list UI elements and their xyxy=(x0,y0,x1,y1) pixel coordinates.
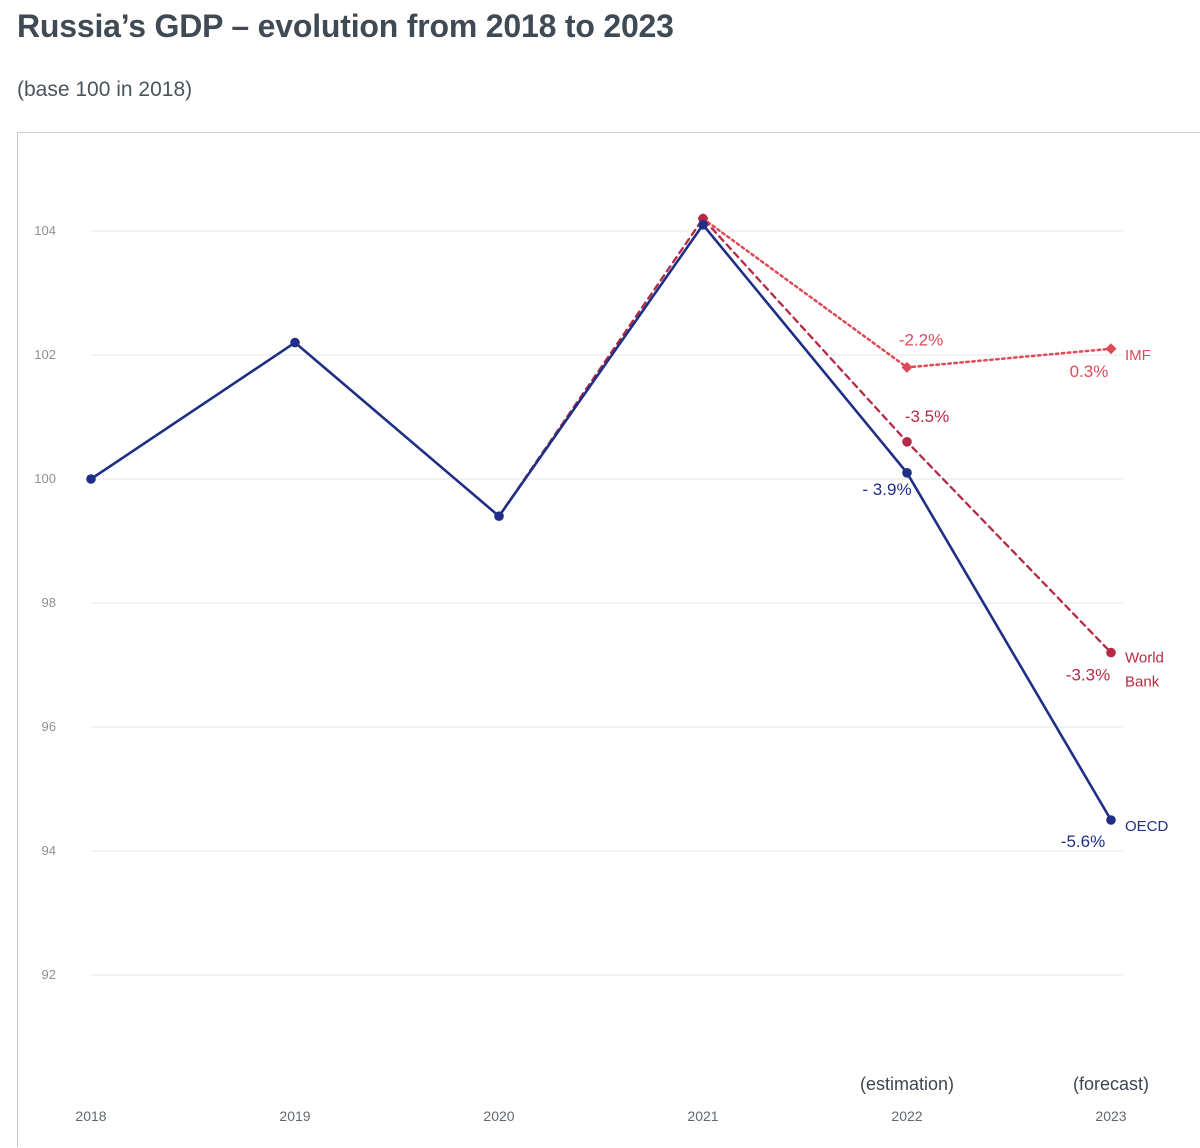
x-tick-label: 2021 xyxy=(687,1108,718,1124)
oecd-point xyxy=(1106,815,1116,825)
world-bank-value-label: -3.5% xyxy=(905,407,949,426)
y-tick-label: 100 xyxy=(34,471,56,486)
oecd-value-label: - 3.9% xyxy=(862,480,911,499)
x-tick-label: 2022 xyxy=(891,1108,922,1124)
chart-subtitle: (base 100 in 2018) xyxy=(17,78,193,101)
oecd-point xyxy=(290,337,300,348)
oecd-point xyxy=(86,474,96,484)
x-category-note: (forecast) xyxy=(1073,1074,1149,1094)
imf-series-label: IMF xyxy=(1125,347,1151,364)
y-tick-label: 92 xyxy=(42,967,56,982)
world-bank-value-label: -3.3% xyxy=(1066,666,1110,685)
oecd-value-label: -5.6% xyxy=(1061,832,1105,851)
x-tick-label: 2020 xyxy=(483,1108,514,1124)
gdp-line-chart: 92 94 96 98 100 102 104 2018 2019 2020 2021 2022 (es… xyxy=(34,213,1169,1124)
imf-point xyxy=(1105,343,1117,355)
oecd-point xyxy=(698,220,708,230)
y-tick-label: 104 xyxy=(34,223,56,238)
world-bank-point xyxy=(1106,647,1116,658)
x-tick-label: 2019 xyxy=(279,1108,310,1124)
imf-value-label: -2.2% xyxy=(899,330,943,349)
x-tick-label: 2018 xyxy=(75,1108,106,1124)
world-bank-point xyxy=(902,437,912,447)
world-bank-line xyxy=(497,217,1113,654)
y-tick-label: 98 xyxy=(42,595,56,610)
x-category-note: (estimation) xyxy=(860,1074,954,1094)
oecd-point xyxy=(902,468,912,478)
chart-title: Russia’s GDP – evolution from 2018 to 20… xyxy=(17,8,674,44)
chart-area: 92 94 96 98 100 102 104 2018 2019 2020 2021 2022 (es… xyxy=(17,132,1200,1147)
y-tick-label: 102 xyxy=(34,347,56,362)
world-bank-series-label: World xyxy=(1125,650,1164,667)
oecd-point xyxy=(494,511,504,521)
imf-point xyxy=(901,361,913,373)
oecd-line xyxy=(89,223,1113,822)
oecd-series-label: OECD xyxy=(1125,818,1169,835)
y-tick-label: 94 xyxy=(42,843,56,858)
world-bank-series-label: Bank xyxy=(1125,674,1160,691)
y-tick-label: 96 xyxy=(42,719,56,734)
imf-value-label: 0.3% xyxy=(1070,362,1109,381)
x-tick-label: 2023 xyxy=(1095,1108,1126,1124)
